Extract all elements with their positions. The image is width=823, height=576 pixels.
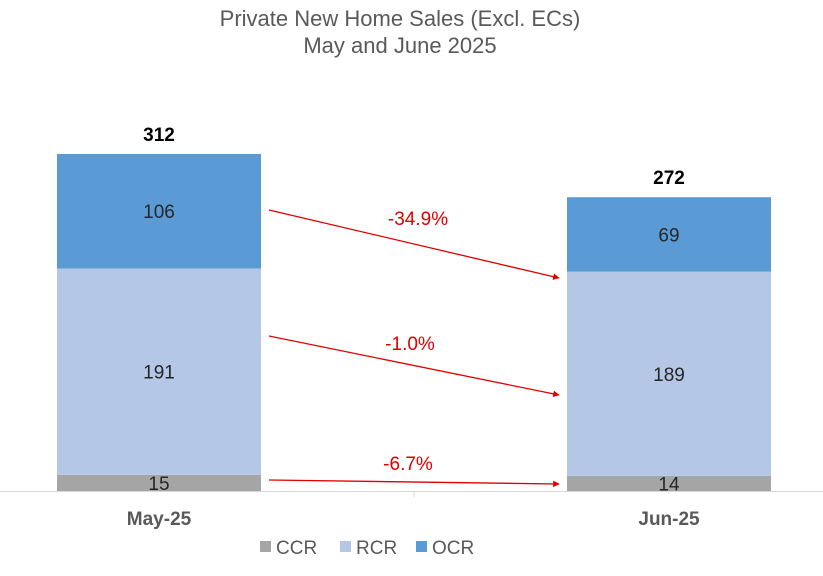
change-arrow-ocr	[268, 209, 560, 280]
bar-ccr-may-25	[57, 474, 261, 491]
legend-swatch-rcr	[340, 541, 351, 552]
data-label-rcr: 189	[653, 365, 685, 386]
bar-rcr-may-25	[57, 268, 261, 475]
data-label-rcr: 191	[143, 363, 175, 384]
legend-swatch-ccr	[260, 541, 271, 552]
legend-swatch-ocr	[416, 541, 427, 552]
change-label-ocr: -34.9%	[388, 209, 448, 230]
bar-rcr-jun-25	[567, 271, 771, 476]
legend-label-rcr: RCR	[356, 538, 397, 559]
data-label-ocr: 106	[143, 202, 175, 223]
chart-title: Private New Home Sales (Excl. ECs)	[220, 6, 581, 31]
change-label-rcr: -1.0%	[385, 334, 435, 355]
data-label-ccr: 14	[658, 474, 680, 495]
legend-label-ccr: CCR	[276, 538, 317, 559]
chart-subtitle: May and June 2025	[303, 33, 496, 58]
category-label: May-25	[127, 509, 192, 530]
data-label-ccr: 15	[148, 474, 169, 495]
plot-area: 15 191 106 312 May-25 14 189 69 272 Jun-25 -34.9% -…	[0, 125, 823, 530]
total-label: 272	[653, 168, 685, 189]
legend-label-ocr: OCR	[432, 538, 474, 559]
bar-ocr-may-25	[57, 154, 261, 269]
total-label: 312	[143, 125, 175, 146]
change-arrow-ccr	[268, 479, 560, 488]
change-arrow-rcr	[268, 335, 560, 398]
data-label-ocr: 69	[658, 225, 679, 246]
category-label: Jun-25	[638, 509, 700, 530]
legend: CCR RCR OCR	[260, 538, 474, 559]
change-label-ccr: -6.7%	[383, 454, 433, 475]
bar-ccr-jun-25	[567, 475, 771, 491]
bar-ocr-jun-25	[567, 197, 771, 272]
